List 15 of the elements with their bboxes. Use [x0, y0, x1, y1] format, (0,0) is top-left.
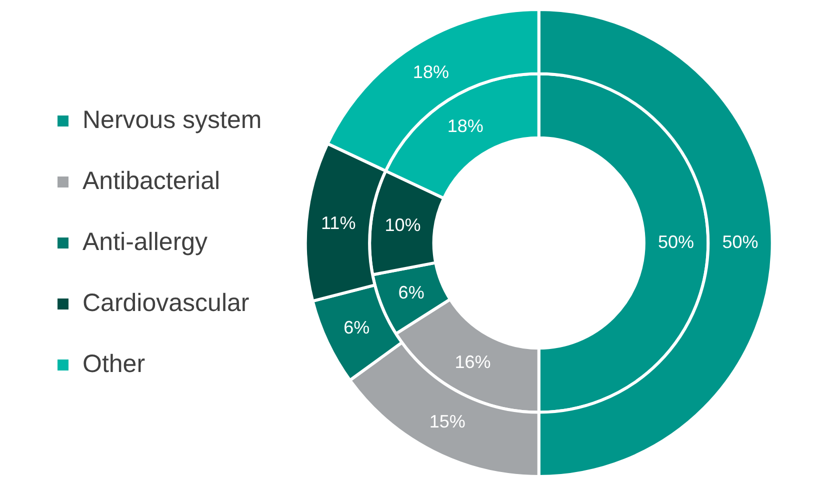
legend-label: Cardiovascular [82, 288, 250, 317]
legend-label: Nervous system [82, 106, 262, 134]
data-label: 18% [412, 62, 449, 82]
data-label: 10% [384, 214, 421, 235]
data-label: 6% [398, 282, 424, 302]
data-label: 50% [658, 232, 694, 252]
legend-label: Antibacterial [82, 166, 220, 195]
data-label: 50% [722, 232, 758, 252]
legend-label: Anti-allergy [82, 228, 208, 256]
data-label: 18% [447, 116, 484, 136]
data-label: 6% [344, 318, 370, 338]
legend-label: Other [82, 350, 146, 378]
data-label: 11% [321, 213, 356, 234]
data-label: 16% [454, 352, 491, 372]
data-label: 15% [429, 411, 466, 432]
